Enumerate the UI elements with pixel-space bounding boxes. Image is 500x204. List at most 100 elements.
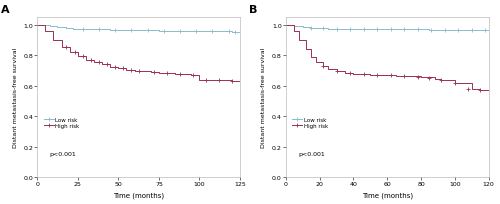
Y-axis label: Distant metastasis-free survival: Distant metastasis-free survival (262, 48, 266, 148)
Low risk (220, 31, 226, 33)
High risk (342, 72, 348, 75)
Low risk (140, 30, 145, 32)
High risk (432, 78, 438, 81)
High risk (350, 73, 356, 75)
Low risk (292, 26, 298, 28)
High risk (34, 24, 40, 27)
Low risk (188, 31, 194, 33)
High risk (196, 79, 202, 82)
Low risk (229, 31, 235, 34)
Low risk (107, 29, 113, 32)
High risk (308, 56, 314, 59)
Low risk (426, 29, 432, 32)
Low risk (376, 29, 382, 31)
High risk (334, 71, 340, 73)
Low risk (460, 29, 466, 32)
High risk (164, 73, 170, 75)
High risk (99, 64, 105, 66)
Low risk (325, 28, 331, 31)
High risk (229, 80, 235, 82)
Y-axis label: Distant metastasis-free survival: Distant metastasis-free survival (12, 48, 18, 148)
Low risk (283, 24, 289, 27)
High risk (392, 75, 398, 77)
High risk (368, 74, 374, 76)
Low risk (308, 27, 314, 30)
High risk (460, 83, 466, 85)
High risk (83, 59, 89, 62)
High risk (314, 62, 320, 64)
High risk (325, 68, 331, 71)
X-axis label: Time (months): Time (months) (362, 192, 413, 198)
High risk (452, 82, 458, 84)
High risk (418, 76, 424, 79)
Low risk (486, 29, 492, 32)
Low risk (237, 31, 243, 34)
High risk (124, 69, 130, 72)
Low risk (64, 28, 70, 30)
High risk (66, 52, 72, 54)
High risk (156, 72, 162, 75)
Low risk (410, 29, 416, 31)
Low risk (444, 29, 450, 32)
Low risk (477, 29, 483, 32)
Low risk (156, 30, 162, 33)
Low risk (80, 29, 86, 31)
High risk (188, 74, 194, 77)
High risk (384, 75, 390, 77)
High risk (410, 75, 416, 78)
X-axis label: Time (months): Time (months) (113, 192, 164, 198)
High risk (292, 31, 298, 33)
Legend: Low risk, High risk: Low risk, High risk (290, 115, 330, 130)
High risk (303, 49, 309, 51)
Low risk (47, 26, 53, 28)
High risk (444, 80, 450, 82)
High risk (91, 62, 97, 64)
Text: p<0.001: p<0.001 (298, 152, 325, 157)
High risk (140, 71, 145, 73)
High risk (180, 74, 186, 76)
Low risk (204, 31, 210, 33)
Low risk (70, 28, 76, 31)
Low risk (300, 27, 306, 29)
Low risk (316, 28, 322, 30)
High risk (107, 66, 113, 69)
High risk (42, 31, 48, 33)
Text: p<0.001: p<0.001 (50, 152, 76, 157)
Line: High risk: High risk (38, 26, 240, 81)
High risk (212, 80, 218, 82)
High risk (116, 68, 121, 70)
High risk (477, 89, 483, 91)
High risk (486, 89, 492, 92)
High risk (220, 80, 226, 82)
High risk (172, 73, 178, 76)
High risk (237, 80, 243, 83)
High risk (50, 40, 56, 42)
Low risk (334, 28, 340, 31)
Low risk (54, 27, 60, 29)
High risk (438, 79, 444, 82)
High risk (376, 74, 382, 77)
High risk (75, 55, 81, 58)
Low risk (342, 29, 348, 31)
High risk (148, 71, 154, 74)
Low risk (34, 24, 40, 27)
Legend: Low risk, High risk: Low risk, High risk (42, 115, 82, 130)
Line: Low risk: Low risk (38, 26, 240, 32)
High risk (359, 74, 365, 76)
High risk (401, 75, 407, 78)
High risk (468, 88, 474, 91)
Low risk (124, 30, 130, 32)
Line: Low risk: Low risk (286, 26, 488, 31)
Low risk (91, 29, 97, 31)
Text: B: B (250, 5, 258, 15)
Low risk (359, 29, 365, 31)
High risk (296, 40, 302, 42)
High risk (204, 79, 210, 82)
Low risk (172, 31, 178, 33)
Low risk (392, 29, 398, 31)
High risk (58, 47, 64, 49)
High risk (320, 65, 326, 68)
High risk (283, 24, 289, 27)
Text: A: A (1, 5, 10, 15)
Line: High risk: High risk (286, 26, 488, 91)
